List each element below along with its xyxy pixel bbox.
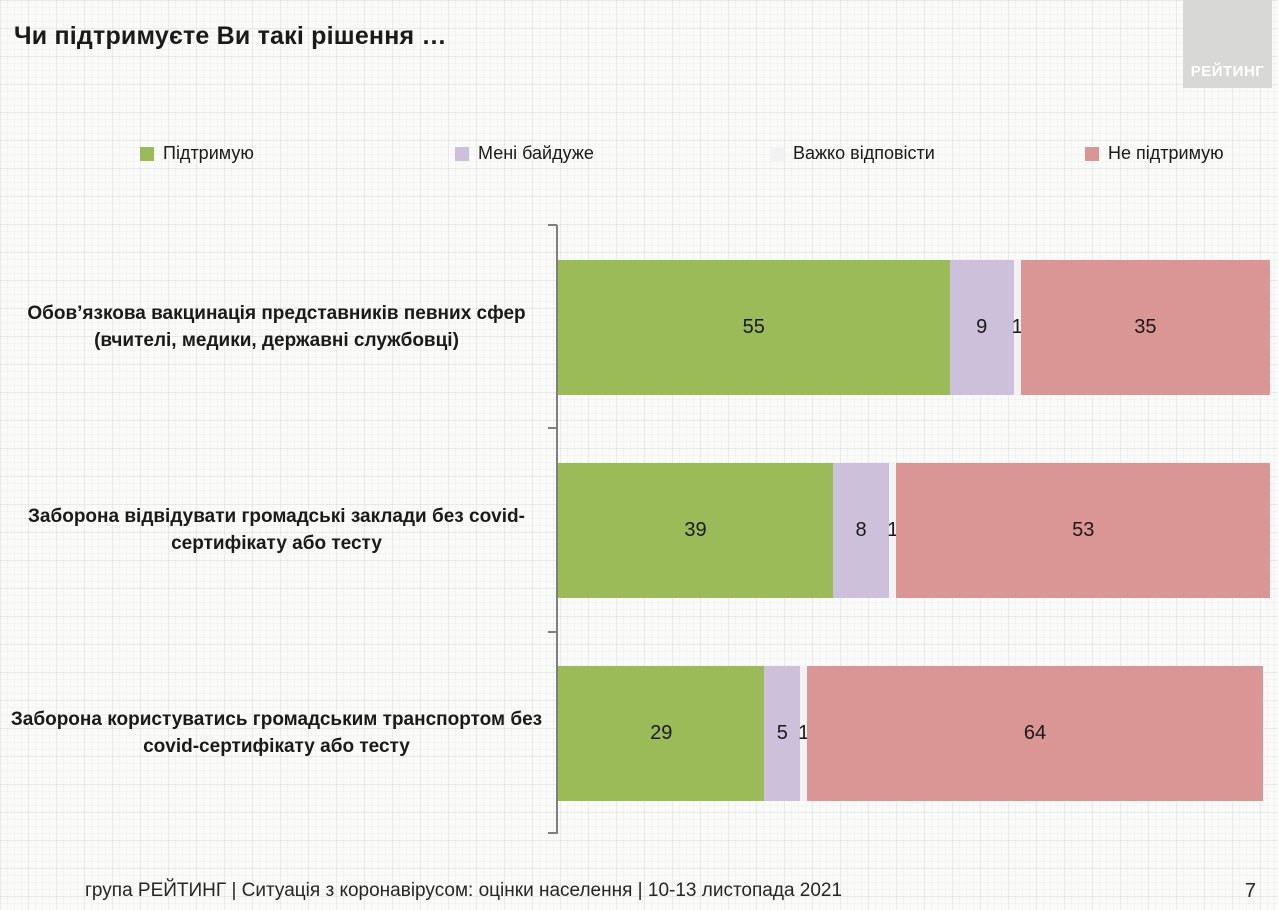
- page-title: Чи підтримуєте Ви такі рішення …: [14, 22, 447, 50]
- axis-tick: [548, 427, 557, 429]
- legend-item-4: Не підтримую: [1085, 143, 1278, 164]
- rating-group-logo: РЕЙТИНГ: [1183, 0, 1272, 88]
- bar-segment: 1: [887, 463, 899, 598]
- legend-label: Не підтримую: [1108, 143, 1224, 163]
- segment-value-label: 53: [1072, 519, 1095, 541]
- category-label: Заборона користуватись громадським транс…: [10, 708, 543, 757]
- segment-value-label: 9: [976, 316, 988, 338]
- category-label: Обов’язкова вакцинація представників пев…: [27, 302, 526, 351]
- bar-segment: 8: [832, 463, 890, 598]
- segment-value-label: 35: [1134, 316, 1157, 338]
- bar-segment: 64: [807, 666, 1263, 801]
- axis-tick: [548, 832, 557, 834]
- category-label: Заборона відвідувати громадські заклади …: [28, 505, 525, 554]
- segment-value-label: 8: [855, 519, 867, 541]
- bar-segment: 9: [949, 260, 1014, 395]
- page-number: 7: [1244, 880, 1256, 902]
- legend-swatch-icon: [140, 146, 154, 161]
- legend-swatch-icon: [770, 146, 784, 161]
- stacked-bar: 29 5 1 64: [558, 666, 1270, 801]
- axis-tick: [548, 631, 557, 633]
- axis-tick: [548, 224, 557, 226]
- legend-item-3: Важко відповісти: [770, 143, 1085, 164]
- footer-source-text: група РЕЙТИНГ | Ситуація з коронавірусом…: [85, 880, 843, 901]
- segment-value-label: 55: [742, 316, 765, 338]
- chart-legend: Підтримую Мені байдуже Важко відповісти Не …: [140, 143, 1278, 164]
- legend-label: Підтримую: [163, 143, 254, 163]
- bar-segment: 39: [558, 463, 833, 598]
- segment-value-label: 29: [650, 722, 673, 744]
- legend-label: Важко відповісти: [793, 143, 935, 163]
- stacked-bar: 39 8 1 53: [558, 463, 1270, 598]
- bar-segment: 53: [896, 463, 1270, 598]
- chart-row: Обов’язкова вакцинація представників пев…: [0, 226, 1278, 429]
- bar-segment: 29: [558, 666, 765, 801]
- legend-label: Мені байдуже: [478, 143, 594, 163]
- legend-item-1: Підтримую: [140, 143, 455, 164]
- bar-segment: 1: [1011, 260, 1023, 395]
- chart-row: Заборона відвідувати громадські заклади …: [0, 429, 1278, 632]
- legend-item-2: Мені байдуже: [455, 143, 770, 164]
- bar-segment: 1: [798, 666, 810, 801]
- segment-value-label: 1: [798, 722, 810, 744]
- bar-segment: 55: [558, 260, 950, 395]
- stacked-bar: 55 9 1 35: [558, 260, 1270, 395]
- segment-value-label: 39: [684, 519, 707, 541]
- legend-swatch-icon: [1085, 146, 1099, 161]
- legend-swatch-icon: [455, 146, 469, 161]
- segment-value-label: 1: [1011, 316, 1023, 338]
- segment-value-label: 5: [776, 722, 788, 744]
- bar-segment: 5: [764, 666, 801, 801]
- chart-row: Заборона користуватись громадським транс…: [0, 632, 1278, 835]
- bar-segment: 35: [1020, 260, 1270, 395]
- logo-text: РЕЙТИНГ: [1190, 63, 1265, 80]
- segment-value-label: 64: [1023, 722, 1047, 744]
- segment-value-label: 1: [887, 519, 899, 541]
- category-axis-line: [556, 225, 558, 834]
